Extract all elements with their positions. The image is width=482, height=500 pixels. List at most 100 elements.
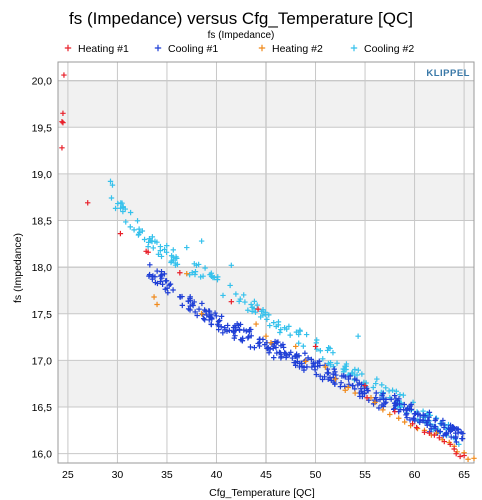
data-point <box>215 274 221 280</box>
data-point <box>262 309 269 315</box>
data-point <box>115 200 121 207</box>
x-tick-label: 30 <box>112 469 124 481</box>
data-point <box>187 295 193 302</box>
data-point <box>221 324 228 331</box>
data-point <box>200 315 207 322</box>
data-point <box>117 230 124 237</box>
data-point <box>247 344 254 350</box>
data-point <box>224 322 231 329</box>
data-point <box>253 321 259 327</box>
x-tick-label: 50 <box>310 469 322 481</box>
plot-border <box>57 61 475 464</box>
data-point <box>328 377 334 384</box>
data-point <box>296 353 302 359</box>
data-point <box>471 455 477 462</box>
data-point <box>421 429 428 435</box>
data-point <box>293 329 300 335</box>
data-point <box>339 373 345 379</box>
data-point <box>275 319 282 325</box>
data-point <box>184 244 190 251</box>
data-point <box>278 355 284 361</box>
data-point <box>59 118 65 125</box>
data-point <box>112 205 119 212</box>
data-point <box>313 371 320 378</box>
data-point <box>166 282 172 288</box>
data-point <box>427 422 433 428</box>
data-point <box>408 401 414 408</box>
data-point <box>428 425 434 432</box>
data-point <box>255 306 261 312</box>
data-point <box>172 260 178 266</box>
data-point <box>255 340 261 347</box>
plot-area: KLIPPEL <box>57 61 477 464</box>
data-point <box>322 364 329 370</box>
data-point <box>343 361 350 367</box>
y-tick-label: 19,0 <box>32 169 53 181</box>
data-point <box>457 453 463 460</box>
data-point <box>242 299 248 305</box>
data-point <box>302 350 308 356</box>
x-tick-label: 25 <box>62 469 74 481</box>
data-point <box>151 294 157 300</box>
data-point <box>379 382 385 388</box>
data-point <box>254 302 260 308</box>
data-point <box>461 452 467 459</box>
data-point <box>127 209 134 216</box>
data-point <box>248 301 254 308</box>
series-heating-1 <box>59 72 467 460</box>
data-point <box>157 278 164 285</box>
data-point <box>283 350 289 357</box>
data-point <box>187 307 193 313</box>
data-point <box>330 363 337 370</box>
y-tick-label: 20,0 <box>32 76 53 88</box>
data-point <box>251 344 258 351</box>
data-point <box>139 228 146 234</box>
data-point <box>312 343 319 350</box>
data-point <box>349 382 356 389</box>
y-axis-label: fs (Impedance) <box>12 233 24 303</box>
data-point <box>358 381 365 388</box>
data-point <box>403 412 409 418</box>
data-point <box>451 446 457 452</box>
data-point <box>422 412 428 419</box>
data-point <box>277 350 284 356</box>
data-point <box>232 323 238 329</box>
data-point <box>212 310 218 316</box>
data-point <box>163 249 170 256</box>
data-point <box>191 299 197 305</box>
data-point <box>270 345 276 351</box>
data-point <box>373 394 379 401</box>
data-point <box>228 262 235 268</box>
data-point <box>266 312 272 318</box>
data-point <box>436 435 443 441</box>
x-tick-label: 40 <box>211 469 223 481</box>
data-point <box>426 414 432 420</box>
data-point <box>220 292 226 299</box>
data-point <box>349 370 356 376</box>
data-point <box>387 411 393 418</box>
data-point <box>380 390 386 397</box>
data-point <box>149 238 155 245</box>
data-point <box>141 236 148 243</box>
data-point <box>373 380 379 387</box>
data-point <box>415 410 421 416</box>
data-point <box>145 243 151 250</box>
data-point <box>396 415 402 421</box>
legend-marker <box>258 44 266 52</box>
legend-label: Cooling #1 <box>168 43 218 55</box>
data-point <box>208 270 215 276</box>
data-point <box>403 407 409 413</box>
data-point <box>447 441 453 448</box>
data-point <box>200 273 206 279</box>
data-point <box>413 424 420 431</box>
data-point <box>211 274 217 281</box>
data-point <box>314 346 320 352</box>
data-point <box>177 294 184 300</box>
y-tick-label: 19,5 <box>32 122 53 134</box>
klippel-logo: KLIPPEL <box>426 68 470 79</box>
data-point <box>123 219 129 225</box>
data-point <box>192 271 198 278</box>
data-point <box>401 401 407 408</box>
data-point <box>358 386 364 392</box>
data-point <box>233 291 239 297</box>
